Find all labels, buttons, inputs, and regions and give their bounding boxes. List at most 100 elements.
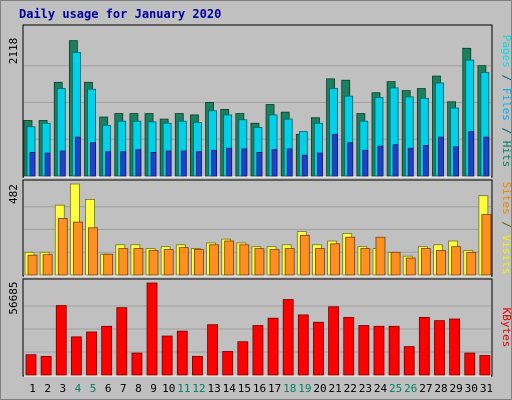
bar-sites-day-25 (390, 251, 401, 276)
bar-kbytes-day-7 (116, 307, 128, 376)
x-tick-label: 3 (60, 382, 67, 395)
x-tick-label: 31 (480, 382, 493, 395)
x-tick-label: 5 (90, 382, 97, 395)
y-axis-max-label: 2118 (7, 38, 20, 65)
x-tick-label: 14 (223, 382, 237, 395)
bar-kbytes-day-21 (328, 306, 339, 376)
bar-pages-day-22 (347, 142, 354, 177)
bar-pages-day-7 (120, 151, 127, 177)
bar-pages-day-13 (211, 149, 217, 177)
panel-top: 2118 Pages / Files / Hits (7, 24, 512, 178)
x-tick-label: 29 (450, 382, 463, 395)
bar-sites-day-3 (57, 217, 68, 276)
bar-kbytes-day-4 (70, 336, 82, 376)
bar-pages-day-15 (241, 148, 248, 177)
bar-kbytes-day-22 (343, 316, 355, 376)
bar-kbytes-day-3 (55, 305, 67, 376)
bar-sites-day-1 (27, 254, 38, 276)
bar-sites-day-22 (345, 236, 356, 276)
bar-sites-day-17 (269, 249, 280, 276)
bar-sites-day-28 (436, 250, 446, 276)
bar-pages-day-9 (150, 151, 157, 177)
x-tick-label: 6 (105, 382, 112, 395)
bar-kbytes-day-26 (403, 346, 415, 376)
bar-kbytes-day-14 (222, 351, 234, 376)
bar-pages-day-14 (226, 147, 233, 177)
bar-kbytes-day-15 (237, 341, 249, 376)
bar-kbytes-day-13 (207, 324, 218, 376)
x-tick-label: 28 (434, 382, 447, 395)
bar-sites-day-6 (103, 253, 114, 276)
bar-kbytes-day-6 (101, 325, 113, 376)
bar-pages-day-29 (453, 146, 460, 177)
bar-pages-day-16 (256, 151, 263, 177)
x-tick-label: 16 (253, 382, 266, 395)
bar-sites-day-13 (209, 244, 219, 276)
legend-part: Sites (500, 182, 512, 215)
bar-pages-day-10 (165, 150, 172, 177)
bar-kbytes-day-8 (131, 352, 143, 376)
bar-sites-day-18 (284, 248, 295, 276)
x-tick-label: 9 (150, 382, 157, 395)
bar-pages-day-8 (135, 149, 142, 177)
bar-pages-day-21 (332, 133, 338, 177)
series-kbytes (25, 282, 491, 376)
bar-kbytes-day-28 (434, 320, 445, 376)
bar-pages-day-11 (180, 150, 187, 177)
bar-sites-day-19 (299, 234, 310, 276)
bar-pages-day-23 (362, 149, 369, 177)
x-tick-label: 24 (374, 382, 388, 395)
chart-panels: 2118 Pages / Files / Hits 482 Sites / Visit… (7, 24, 512, 377)
legend-part: Hits (500, 141, 512, 168)
legend-part: Pages (500, 35, 512, 68)
bar-sites-day-30 (466, 251, 477, 276)
x-tick-label: 11 (177, 382, 190, 395)
x-axis-day-labels: 1 2 3 4 5 6 7 8 9 10 11 12 13 14 15 16 17 18 19 20 21 22 23 24 2… (29, 382, 493, 395)
y-axis-max-label: 482 (7, 184, 20, 204)
x-tick-label: 27 (419, 382, 432, 395)
series-legend-label: Sites / Visits (500, 182, 512, 275)
bar-sites-day-14 (224, 240, 235, 276)
x-tick-label: 23 (359, 382, 372, 395)
bar-sites-day-9 (148, 250, 159, 276)
x-tick-label: 19 (298, 382, 311, 395)
bar-kbytes-day-29 (449, 318, 461, 376)
bar-kbytes-day-23 (358, 325, 370, 376)
bar-sites-day-20 (315, 248, 325, 276)
bar-pages-day-1 (29, 151, 36, 177)
panel-bottom: 56685 KBytes (7, 278, 512, 377)
bar-pages-day-12 (196, 151, 202, 177)
bar-sites-day-8 (133, 248, 144, 276)
bar-sites-day-31 (481, 214, 492, 276)
bar-pages-day-4 (74, 136, 81, 177)
x-tick-label: 17 (268, 382, 281, 395)
y-axis-max-label: 56685 (7, 281, 20, 314)
bar-pages-day-24 (377, 145, 384, 177)
x-tick-label: 22 (344, 382, 357, 395)
bar-kbytes-day-20 (313, 321, 324, 376)
bar-kbytes-day-18 (282, 299, 294, 376)
bar-sites-day-23 (360, 248, 371, 276)
bar-sites-day-4 (72, 221, 83, 276)
x-tick-label: 8 (135, 382, 142, 395)
x-tick-label: 4 (75, 382, 82, 395)
bar-kbytes-day-2 (40, 355, 52, 376)
bar-sites-day-16 (254, 248, 265, 276)
bar-sites-day-24 (375, 236, 386, 276)
series-legend-label: KBytes (500, 308, 512, 348)
bar-sites-day-15 (239, 244, 250, 276)
x-tick-label: 26 (404, 382, 417, 395)
bar-kbytes-day-11 (176, 330, 188, 376)
bar-sites-day-7 (118, 248, 129, 276)
x-tick-label: 15 (238, 382, 251, 395)
bar-sites-day-10 (163, 249, 174, 276)
bar-pages-day-6 (105, 151, 112, 177)
legend-part: / (500, 215, 512, 235)
bar-pages-day-5 (90, 142, 96, 177)
bar-sites-day-5 (88, 227, 98, 276)
bar-pages-day-20 (317, 152, 323, 177)
bar-pages-day-27 (422, 145, 429, 177)
x-tick-label: 30 (465, 382, 478, 395)
bar-kbytes-day-24 (373, 325, 385, 376)
